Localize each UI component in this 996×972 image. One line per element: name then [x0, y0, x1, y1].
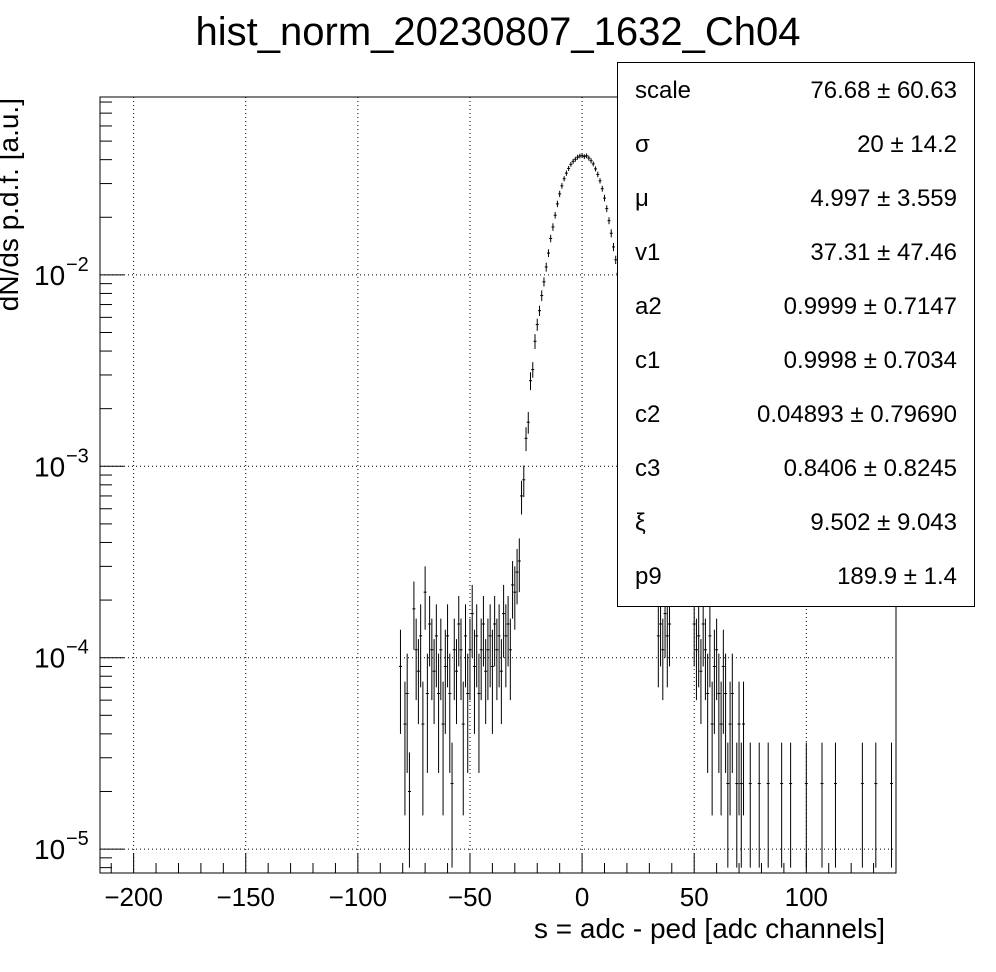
fit-parameter-value: 0.9999 ± 0.7147 — [783, 293, 957, 320]
fit-parameter-value: 9.502 ± 9.043 — [810, 509, 957, 536]
y-tick-exponent: −5 — [66, 828, 89, 850]
y-tick-label: 10 — [34, 643, 65, 674]
y-tick-exponent: −2 — [66, 254, 89, 276]
chart-title: hist_norm_20230807_1632_Ch04 — [195, 10, 801, 54]
fit-parameter-name: c3 — [635, 455, 661, 482]
x-tick-label: 0 — [575, 882, 589, 912]
x-tick-label: 50 — [680, 882, 709, 912]
fit-parameter-row: scale 76.68 ± 60.63 — [618, 63, 974, 117]
fit-parameter-name: scale — [635, 77, 692, 104]
x-tick-label: −150 — [216, 882, 275, 912]
x-tick-label: −200 — [104, 882, 163, 912]
fit-parameter-row: μ 4.997 ± 3.559 — [618, 171, 974, 225]
fit-parameter-name: p9 — [635, 563, 662, 590]
y-tick-label: 10 — [34, 451, 65, 482]
fit-parameter-row: v1 37.31 ± 47.46 — [618, 225, 974, 279]
fit-parameter-value: 37.31 ± 47.46 — [810, 239, 957, 266]
data-points — [398, 153, 894, 868]
fit-parameter-name: ξ — [635, 509, 646, 536]
y-tick-exponent: −3 — [66, 445, 89, 467]
x-tick-label: −50 — [448, 882, 492, 912]
fit-parameter-name: a2 — [635, 293, 662, 320]
fit-parameter-value: 0.8406 ± 0.8245 — [783, 455, 957, 482]
fit-parameter-row: c3 0.8406 ± 0.8245 — [618, 441, 974, 495]
fit-parameter-row: a2 0.9999 ± 0.7147 — [618, 279, 974, 333]
fit-parameter-name: c2 — [635, 401, 661, 428]
fit-parameter-value: 0.04893 ± 0.79690 — [756, 401, 957, 428]
fit-parameter-name: c1 — [635, 347, 661, 374]
fit-parameter-value: 0.9998 ± 0.7034 — [783, 347, 957, 374]
fit-parameter-value: 76.68 ± 60.63 — [810, 77, 957, 104]
x-tick-label: 100 — [785, 882, 828, 912]
y-tick-label: 10 — [34, 834, 65, 865]
fit-parameter-name: v1 — [635, 239, 661, 266]
fit-parameter-row: σ 20 ± 14.2 — [618, 117, 974, 171]
fit-parameter-value: 20 ± 14.2 — [857, 131, 957, 158]
fit-parameter-value: 4.997 ± 3.559 — [810, 185, 957, 212]
fit-parameter-name: μ — [635, 185, 649, 212]
fit-parameter-row: c1 0.9998 ± 0.7034 — [618, 333, 974, 387]
y-axis-label: dN/ds p.d.f. [a.u.] — [0, 98, 24, 311]
fit-parameter-row: ξ 9.502 ± 9.043 — [618, 495, 974, 549]
fit-parameter-value: 189.9 ± 1.4 — [837, 563, 957, 590]
fit-parameter-row: p9 189.9 ± 1.4 — [618, 549, 974, 603]
fit-parameter-name: σ — [635, 131, 650, 158]
fit-stats-box: scale 76.68 ± 60.63 σ 20 ± 14.2 μ 4.997 ± 3.5… — [617, 62, 975, 607]
y-tick-exponent: −4 — [66, 637, 89, 659]
x-tick-label: −100 — [329, 882, 388, 912]
fit-parameter-row: c2 0.04893 ± 0.79690 — [618, 387, 974, 441]
x-axis-label: s = adc - ped [adc channels] — [534, 913, 885, 944]
y-tick-label: 10 — [34, 260, 65, 291]
